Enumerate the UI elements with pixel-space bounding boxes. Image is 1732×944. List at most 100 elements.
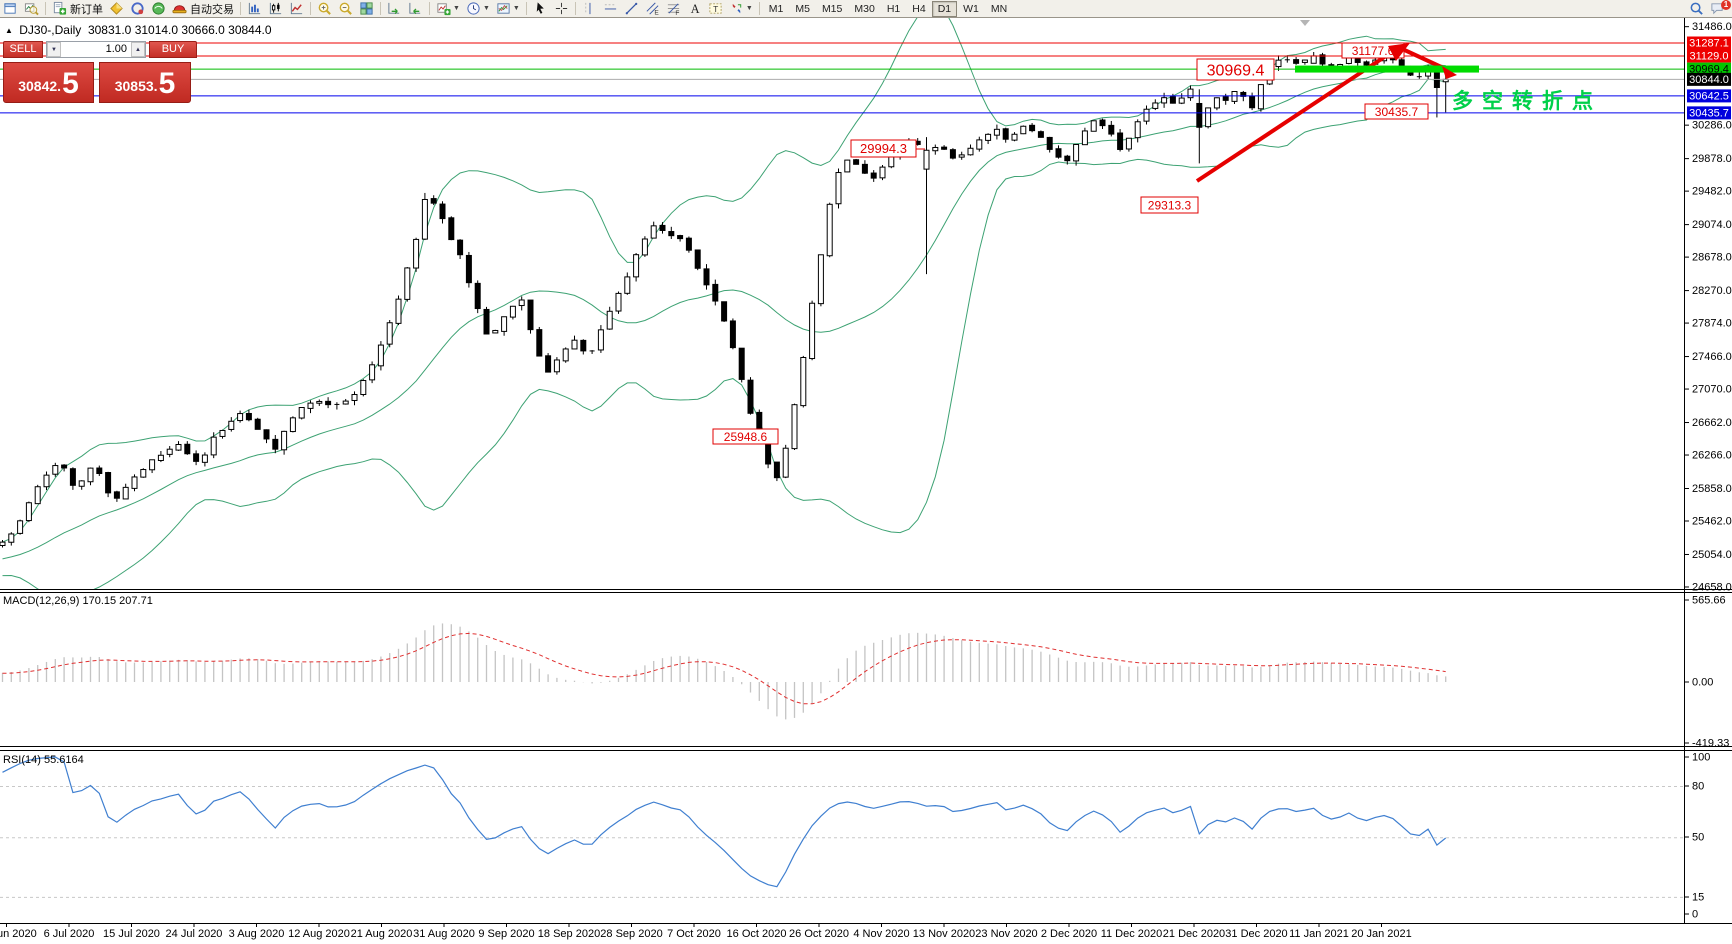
lot-decrease-button[interactable]: ▼: [47, 42, 61, 57]
chart-title: ▲ DJ30-,Daily 30831.0 31014.0 30666.0 30…: [5, 23, 272, 37]
timeframe-m30-button[interactable]: M30: [848, 1, 880, 17]
lot-increase-button[interactable]: ▲: [131, 42, 145, 57]
arrows-button[interactable]: ▼: [726, 1, 756, 17]
search-icon: [1690, 2, 1703, 15]
profiles-button[interactable]: [21, 1, 42, 17]
candle-up: [967, 147, 974, 156]
candle-up: [606, 310, 613, 330]
timeframe-m15-button[interactable]: M15: [816, 1, 848, 17]
date-label: 4 Nov 2020: [853, 928, 909, 940]
trendline-button[interactable]: [621, 1, 642, 17]
timeframe-h1-button[interactable]: H1: [881, 1, 906, 17]
text-label-button[interactable]: T: [705, 1, 726, 17]
crosshair-icon: [555, 2, 567, 15]
zoom-out-icon: [339, 2, 352, 15]
candle-up: [210, 436, 217, 456]
price-annotation[interactable]: 25948.6: [712, 428, 779, 445]
market-button[interactable]: [148, 1, 169, 17]
quotes-button[interactable]: [106, 1, 127, 17]
ohlc-close: 30844.0: [228, 23, 272, 37]
autotrading-button[interactable]: 自动交易: [169, 1, 237, 17]
trendline-up[interactable]: [1195, 50, 1394, 183]
templates-button[interactable]: ▼: [493, 1, 523, 17]
candle-up: [923, 149, 930, 170]
timeframe-mn-button[interactable]: MN: [985, 1, 1013, 17]
candle-up: [800, 357, 807, 407]
toolbar-separator: [45, 2, 46, 15]
timeframe-m1-button[interactable]: M1: [763, 1, 790, 17]
candle-up: [562, 348, 569, 362]
chart-shift-marker[interactable]: [1300, 20, 1310, 26]
candle-up: [1310, 55, 1317, 64]
candle-down: [773, 461, 780, 479]
candle-up: [289, 417, 296, 433]
indicators-button[interactable]: ▼: [433, 1, 463, 17]
macd-tick-label: 565.66: [1692, 595, 1726, 607]
autotrading-button-label: 自动交易: [190, 3, 234, 16]
candle-up: [219, 429, 226, 437]
candle-down: [457, 239, 464, 256]
lot-size-value[interactable]: 1.00: [105, 43, 127, 55]
svg-text:31129.0: 31129.0: [1690, 50, 1729, 62]
candle-down: [69, 468, 76, 486]
candle-up: [1143, 108, 1150, 122]
buy-price-small: 30853.: [114, 78, 158, 94]
line-chart-button[interactable]: [286, 1, 307, 17]
date-label: 7 Oct 2020: [667, 928, 721, 940]
chart-shift-button[interactable]: [405, 1, 426, 17]
timeframe-h4-button[interactable]: H4: [906, 1, 931, 17]
sell-price-button[interactable]: 30842. 5: [3, 62, 94, 103]
notifications-button[interactable]: 1: [1707, 0, 1731, 17]
chevron-down-icon: ▼: [745, 5, 753, 12]
equidistant-channel-button[interactable]: E: [642, 1, 663, 17]
toolbar-separator: [240, 2, 241, 15]
sell-button[interactable]: SELL: [3, 41, 43, 58]
new-order-button[interactable]: 新订单: [49, 1, 106, 17]
search-button[interactable]: [1686, 1, 1707, 17]
zoom-in-button[interactable]: [314, 1, 335, 17]
timeframe-d1-button[interactable]: D1: [931, 0, 958, 17]
candle-up: [1257, 84, 1264, 110]
autotrading-icon: [172, 5, 187, 14]
cursor-button[interactable]: [530, 1, 551, 17]
price-annotation[interactable]: 30969.4: [1196, 58, 1275, 81]
new-chart-button[interactable]: [0, 1, 21, 17]
candle-down: [1319, 54, 1326, 65]
resistance-highlight-bar[interactable]: [1295, 65, 1479, 73]
candle-up: [1213, 97, 1220, 109]
vertical-line-button[interactable]: [579, 1, 600, 17]
periods-button[interactable]: ▼: [463, 1, 493, 17]
price-annotation[interactable]: 30435.7: [1364, 103, 1429, 120]
buy-price-button[interactable]: 30853. 5: [99, 62, 191, 103]
price-annotation[interactable]: 29994.3: [850, 139, 917, 158]
collapse-icon[interactable]: ▲: [5, 26, 13, 35]
metaeditor-button[interactable]: [127, 1, 148, 17]
vline-icon: [585, 2, 591, 15]
timeframe-m5-button[interactable]: M5: [789, 1, 816, 17]
candle-up: [985, 133, 992, 141]
zoom-out-button[interactable]: [335, 1, 356, 17]
bar-chart-button[interactable]: [244, 1, 265, 17]
svg-text:F: F: [675, 10, 679, 16]
svg-text:30844.0: 30844.0: [1689, 74, 1729, 86]
candle-chart-button[interactable]: [265, 1, 286, 17]
buy-button[interactable]: BUY: [149, 41, 197, 58]
new-chart-icon: [4, 3, 16, 14]
candle-up: [1020, 125, 1027, 135]
price-tick-label: 26266.0: [1692, 450, 1732, 462]
note-text[interactable]: 多空转折点: [1452, 90, 1602, 113]
profile-charts-icon: [24, 3, 39, 16]
auto-scroll-button[interactable]: [384, 1, 405, 17]
symbol-name: DJ30-,Daily: [19, 23, 82, 37]
candle-up: [641, 238, 648, 256]
candle-up: [34, 486, 41, 505]
text-button[interactable]: A: [684, 1, 705, 17]
timeframe-w1-button[interactable]: W1: [957, 1, 985, 17]
horizontal-line-button[interactable]: [600, 1, 621, 17]
crosshair-button[interactable]: [551, 1, 572, 17]
fibonacci-button[interactable]: F: [663, 1, 684, 17]
price-annotation[interactable]: 29313.3: [1140, 196, 1199, 214]
candle-down: [1222, 96, 1229, 101]
tile-windows-button[interactable]: [356, 1, 377, 17]
